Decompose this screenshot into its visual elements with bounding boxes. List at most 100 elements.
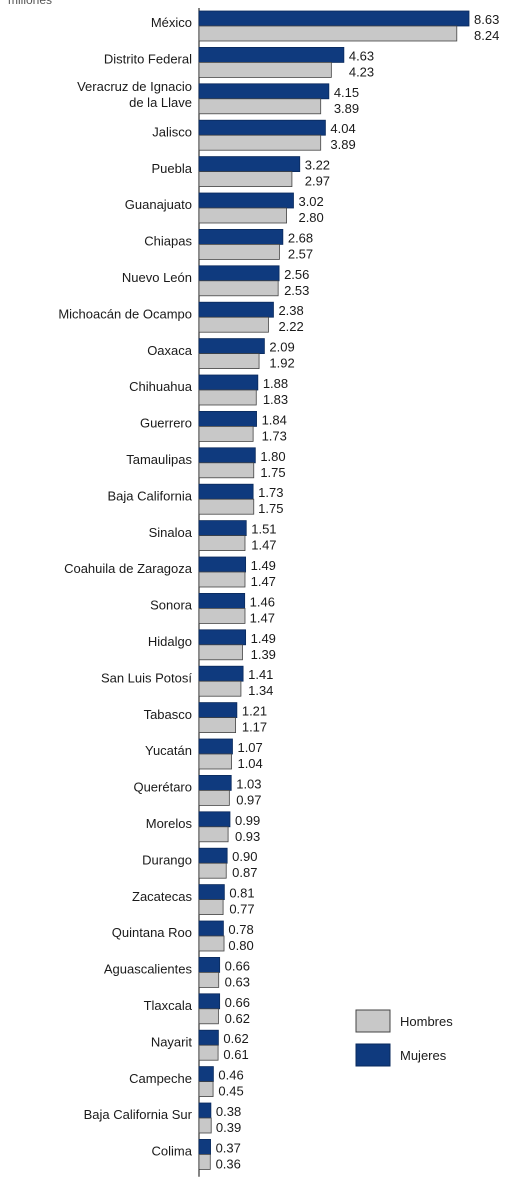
category-label: Yucatán bbox=[145, 743, 192, 758]
value-label-mujeres: 2.09 bbox=[269, 340, 294, 355]
bar-hombres bbox=[198, 171, 293, 188]
value-label-hombres: 1.34 bbox=[248, 683, 273, 698]
bar-hombres bbox=[198, 680, 242, 697]
category-label: Distrito Federal bbox=[104, 52, 192, 67]
value-label-mujeres: 4.15 bbox=[334, 85, 359, 100]
value-label-mujeres: 1.88 bbox=[263, 376, 288, 391]
category-label: Querétaro bbox=[133, 780, 192, 795]
value-label-hombres: 2.97 bbox=[305, 174, 330, 189]
value-label-hombres: 0.63 bbox=[225, 974, 250, 989]
value-label-mujeres: 8.63 bbox=[474, 12, 499, 27]
category-label: Colima bbox=[152, 1144, 193, 1159]
category-label: Baja California Sur bbox=[84, 1107, 193, 1122]
bar-hombres bbox=[198, 753, 232, 770]
value-label-mujeres: 3.02 bbox=[298, 194, 323, 209]
value-label-mujeres: 2.38 bbox=[278, 303, 303, 318]
value-label-hombres: 1.47 bbox=[251, 574, 276, 589]
bar-hombres bbox=[198, 899, 224, 915]
category-label: México bbox=[151, 15, 192, 30]
bar-mujeres bbox=[198, 1139, 211, 1155]
bar-hombres bbox=[198, 862, 227, 879]
category-label: Oaxaca bbox=[147, 343, 193, 358]
value-label-mujeres: 1.03 bbox=[236, 776, 261, 791]
value-label-mujeres: 1.51 bbox=[251, 522, 276, 537]
bar-mujeres bbox=[198, 811, 231, 828]
category-label: Jalisco bbox=[152, 124, 192, 139]
bar-hombres bbox=[198, 826, 229, 843]
bar-hombres bbox=[198, 535, 246, 551]
legend: Hombres Mujeres bbox=[355, 1009, 453, 1067]
value-label-hombres: 1.47 bbox=[250, 610, 275, 625]
category-label: Puebla bbox=[152, 161, 193, 176]
category-label: Baja California bbox=[107, 488, 192, 503]
category-label: Hidalgo bbox=[148, 634, 192, 649]
value-label-mujeres: 0.66 bbox=[225, 958, 250, 973]
bar-mujeres bbox=[198, 301, 274, 318]
value-label-mujeres: 1.73 bbox=[258, 485, 283, 500]
value-label-hombres: 1.17 bbox=[242, 720, 267, 735]
bar-hombres bbox=[198, 316, 269, 333]
bar-hombres bbox=[198, 280, 279, 297]
bar-mujeres bbox=[198, 447, 256, 464]
category-label: Aguascalientes bbox=[104, 962, 193, 977]
category-label: Quintana Roo bbox=[112, 925, 192, 940]
value-label-hombres: 0.87 bbox=[232, 865, 257, 880]
value-label-mujeres: 0.66 bbox=[225, 995, 250, 1010]
bar-hombres bbox=[198, 207, 288, 224]
category-label: Veracruz de Ignacio de la Llave bbox=[77, 79, 192, 110]
value-label-hombres: 2.80 bbox=[298, 210, 323, 225]
legend-label-hombres: Hombres bbox=[400, 1014, 453, 1029]
category-label: Sinaloa bbox=[149, 525, 193, 540]
value-label-hombres: 0.97 bbox=[236, 792, 261, 807]
bar-hombres bbox=[198, 571, 246, 588]
value-label-hombres: 1.73 bbox=[262, 428, 287, 443]
bar-mujeres bbox=[198, 775, 232, 791]
bar-mujeres bbox=[198, 1102, 212, 1119]
category-label: Nuevo León bbox=[122, 270, 192, 285]
value-label-mujeres: 0.78 bbox=[228, 922, 253, 937]
bar-hombres bbox=[198, 134, 322, 151]
category-label: Tlaxcala bbox=[144, 998, 193, 1013]
value-label-hombres: 1.39 bbox=[251, 647, 276, 662]
value-label-hombres: 0.77 bbox=[229, 902, 254, 917]
bar-mujeres bbox=[198, 47, 345, 63]
bar-hombres bbox=[198, 353, 260, 370]
bar-hombres bbox=[198, 498, 255, 515]
value-label-hombres: 1.04 bbox=[237, 756, 262, 771]
category-label: Zacatecas bbox=[132, 889, 192, 904]
category-label: Guerrero bbox=[140, 416, 192, 431]
bar-mujeres bbox=[198, 593, 246, 609]
bar-mujeres bbox=[198, 156, 301, 173]
bar-hombres bbox=[198, 98, 322, 115]
bar-mujeres bbox=[198, 374, 259, 391]
legend-swatch-hombres bbox=[355, 1009, 391, 1033]
value-label-hombres: 1.75 bbox=[258, 501, 283, 516]
bar-mujeres bbox=[198, 957, 221, 973]
bar-mujeres bbox=[198, 338, 265, 355]
value-label-mujeres: 0.90 bbox=[232, 849, 257, 864]
bar-hombres bbox=[198, 644, 243, 661]
bar-mujeres bbox=[198, 702, 238, 718]
value-label-mujeres: 0.62 bbox=[223, 1031, 248, 1046]
value-label-mujeres: 1.21 bbox=[242, 704, 267, 719]
category-label: Morelos bbox=[146, 816, 193, 831]
bar-mujeres bbox=[198, 83, 330, 100]
bar-mujeres bbox=[198, 884, 225, 900]
bar-mujeres bbox=[198, 556, 247, 573]
category-label: Sonora bbox=[150, 598, 193, 613]
value-label-mujeres: 2.56 bbox=[284, 267, 309, 282]
bar-mujeres bbox=[198, 993, 221, 1010]
value-label-mujeres: 4.04 bbox=[330, 121, 355, 136]
bar-hombres bbox=[198, 1081, 214, 1097]
value-label-hombres: 0.39 bbox=[216, 1120, 241, 1135]
category-label: Guanajuato bbox=[125, 197, 192, 212]
category-label: Nayarit bbox=[151, 1034, 193, 1049]
category-label: Tamaulipas bbox=[126, 452, 192, 467]
bar-mujeres bbox=[198, 483, 254, 500]
category-label: Chiapas bbox=[144, 234, 192, 249]
value-label-mujeres: 0.37 bbox=[216, 1140, 241, 1155]
value-label-hombres: 1.75 bbox=[260, 465, 285, 480]
bar-hombres bbox=[198, 462, 255, 479]
bar-hombres bbox=[198, 972, 220, 988]
